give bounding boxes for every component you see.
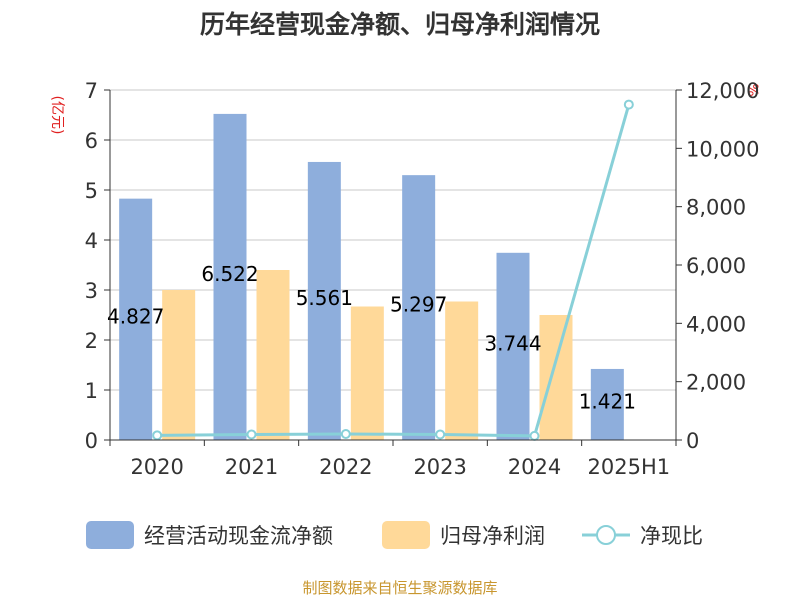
x-tick-label: 2022 — [319, 455, 372, 479]
data-label-cashflow: 5.297 — [390, 293, 447, 317]
left-tick-label: 6 — [85, 129, 98, 153]
bar-net-profit — [162, 290, 196, 440]
x-tick-label: 2021 — [225, 455, 278, 479]
right-tick-label: 8,000 — [686, 196, 746, 220]
bar-net-profit — [539, 315, 573, 440]
right-axis-ticks: 0 2,000 4,000 6,000 8,000 10,000 12,000 — [676, 79, 759, 453]
line-point — [152, 430, 163, 441]
bar-net-profit — [256, 270, 290, 440]
bar-series — [119, 113, 667, 441]
right-tick-label: 6,000 — [686, 254, 746, 278]
x-tick-label: 2020 — [130, 455, 183, 479]
source-note: 制图数据来自恒生聚源数据库 — [302, 579, 497, 597]
line-point — [435, 429, 446, 440]
bar-cashflow — [496, 252, 530, 440]
left-tick-label: 4 — [85, 229, 98, 253]
bar-net-profit — [445, 301, 479, 440]
data-label-cashflow: 5.561 — [296, 286, 353, 310]
legend-swatch — [382, 521, 430, 549]
left-tick-label: 0 — [85, 429, 98, 453]
left-axis-ticks: 0 1 2 3 4 5 6 7 — [85, 79, 110, 453]
line-point — [246, 429, 257, 440]
data-labels: 4.827 6.522 5.561 5.297 3.744 1.421 — [107, 262, 636, 414]
bar-cashflow — [307, 161, 341, 440]
left-tick-label: 1 — [85, 379, 98, 403]
legend-item[interactable]: 净现比 — [582, 524, 703, 548]
data-label-cashflow: 1.421 — [579, 389, 636, 413]
right-tick-label: 10,000 — [686, 137, 759, 161]
legend-item[interactable]: 归母净利润 — [382, 521, 545, 549]
grid-lines — [110, 89, 676, 391]
data-label-cashflow: 3.744 — [484, 331, 541, 355]
data-label-cashflow: 4.827 — [107, 304, 164, 328]
left-tick-label: 5 — [85, 179, 98, 203]
data-label-cashflow: 6.522 — [201, 262, 258, 286]
line-series — [152, 99, 634, 441]
legend-marker — [596, 525, 616, 545]
legend-item[interactable]: 经营活动现金流净额 — [86, 521, 333, 549]
chart-title: 历年经营现金净额、归母净利润情况 — [200, 10, 600, 39]
x-tick-label: 2023 — [413, 455, 466, 479]
right-tick-label: 12,000 — [686, 79, 759, 103]
x-axis-ticks: 2020 2021 2022 2023 2024 2025H1 — [109, 440, 677, 479]
right-tick-label: 0 — [686, 429, 699, 453]
right-tick-label: 2,000 — [686, 371, 746, 395]
legend-label: 净现比 — [640, 524, 703, 548]
bar-cashflow — [590, 368, 624, 440]
x-tick-label: 2025H1 — [588, 455, 671, 479]
bar-net-profit — [350, 306, 384, 440]
right-tick-label: 4,000 — [686, 312, 746, 336]
x-tick-label: 2024 — [508, 455, 561, 479]
line-point — [623, 99, 634, 110]
left-axis-unit: (亿元) — [49, 96, 65, 135]
bar-cashflow — [213, 113, 247, 441]
left-tick-label: 3 — [85, 279, 98, 303]
line-point — [529, 430, 540, 441]
legend-label: 归母净利润 — [440, 524, 545, 548]
legend[interactable]: 经营活动现金流净额 归母净利润 净现比 — [86, 521, 703, 549]
bar-cashflow — [402, 175, 436, 440]
legend-label: 经营活动现金流净额 — [144, 524, 333, 548]
left-tick-label: 7 — [85, 79, 98, 103]
line-point — [340, 429, 351, 440]
right-axis-unit: % — [744, 83, 760, 96]
bar-cashflow — [119, 198, 153, 440]
legend-swatch — [86, 521, 134, 549]
left-tick-label: 2 — [85, 329, 98, 353]
line-net-cash-ratio — [157, 104, 631, 438]
